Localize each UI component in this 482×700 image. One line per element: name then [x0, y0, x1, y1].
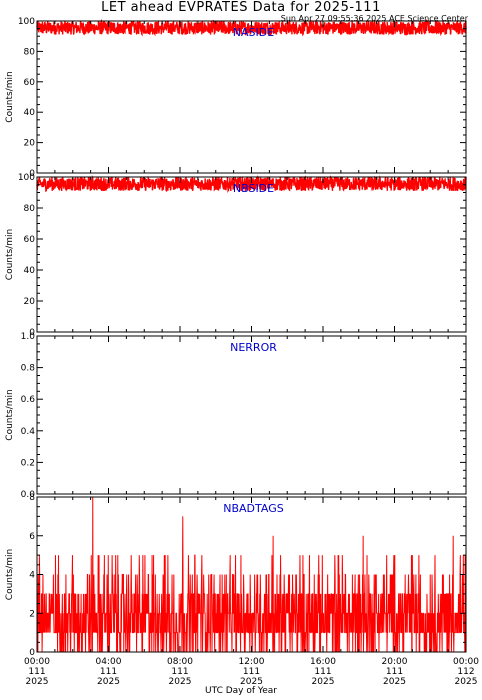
- y-tick-label: 60: [24, 235, 36, 245]
- y-tick-label: 0: [29, 328, 35, 338]
- x-tick-label: 2025: [383, 677, 406, 687]
- y-tick-label: 80: [24, 204, 36, 214]
- x-tick-label: 2025: [97, 677, 120, 687]
- y-tick-label: 100: [18, 173, 35, 183]
- y-axis-label: Counts/min: [5, 229, 15, 280]
- x-tick-label: 111: [386, 667, 403, 677]
- panel-frame: [36, 20, 467, 174]
- x-tick-label: 12:00: [239, 657, 265, 667]
- y-tick-label: 4: [29, 571, 35, 581]
- panel-title-nerror: NERROR: [230, 341, 277, 354]
- y-tick-label: 1.0: [21, 332, 36, 342]
- y-tick-label: 0: [29, 648, 35, 658]
- x-tick-label: 111: [100, 667, 117, 677]
- y-tick-label: 20: [24, 297, 36, 307]
- x-tick-label: 2025: [240, 677, 263, 687]
- x-tick-label: 00:00: [24, 657, 50, 667]
- y-tick-label: 6: [29, 532, 35, 542]
- panel-frame: [36, 335, 467, 495]
- x-tick-label: 16:00: [310, 657, 336, 667]
- x-tick-label: 08:00: [167, 657, 193, 667]
- y-tick-label: 2: [29, 609, 35, 619]
- y-tick-label: 0.8: [21, 364, 36, 374]
- y-tick-label: 100: [18, 17, 35, 27]
- x-tick-label: 2025: [455, 677, 478, 687]
- x-tick-label: 112: [457, 667, 474, 677]
- x-tick-label: 2025: [312, 677, 335, 687]
- y-tick-label: 40: [24, 108, 36, 118]
- y-tick-label: 80: [24, 47, 36, 57]
- y-tick-label: 0.6: [21, 395, 36, 405]
- y-tick-label: 0.0: [21, 490, 36, 500]
- y-axis-label: Counts/min: [5, 71, 15, 122]
- x-tick-label: 111: [314, 667, 331, 677]
- y-tick-label: 20: [24, 139, 36, 149]
- x-tick-label: 111: [28, 667, 45, 677]
- x-tick-label: 2025: [26, 677, 49, 687]
- panel-title-nbside: NBSIDE: [233, 182, 274, 195]
- panel-frame: [36, 176, 467, 333]
- y-tick-label: 0.4: [21, 427, 36, 437]
- x-tick-label: 111: [243, 667, 260, 677]
- chart-subtitle: Sun Apr 27 09:55:36 2025 ACE Science Cen…: [280, 14, 468, 23]
- x-axis-title: UTC Day of Year: [205, 686, 277, 696]
- x-tick-label: 111: [171, 667, 188, 677]
- x-tick-label: 2025: [169, 677, 192, 687]
- y-axis-label: Counts/min: [5, 389, 15, 440]
- x-tick-label: 00:00: [453, 657, 479, 667]
- panel-title-naside: NASIDE: [233, 26, 274, 39]
- y-tick-label: 0.2: [21, 458, 35, 468]
- y-axis-label: Counts/min: [5, 549, 15, 600]
- x-tick-label: 04:00: [96, 657, 122, 667]
- y-tick-label: 40: [24, 266, 36, 276]
- panel-title-nbadtags: NBADTAGS: [223, 502, 283, 515]
- series-line-naside: [36, 18, 467, 37]
- y-tick-label: 8: [29, 493, 35, 503]
- series-line-nbadtags: [36, 496, 467, 653]
- chart-title: LET ahead EVPRATES Data for 2025-111: [101, 0, 381, 15]
- y-tick-label: 60: [24, 78, 36, 88]
- y-tick-label: 0: [29, 169, 35, 179]
- x-tick-label: 20:00: [382, 657, 408, 667]
